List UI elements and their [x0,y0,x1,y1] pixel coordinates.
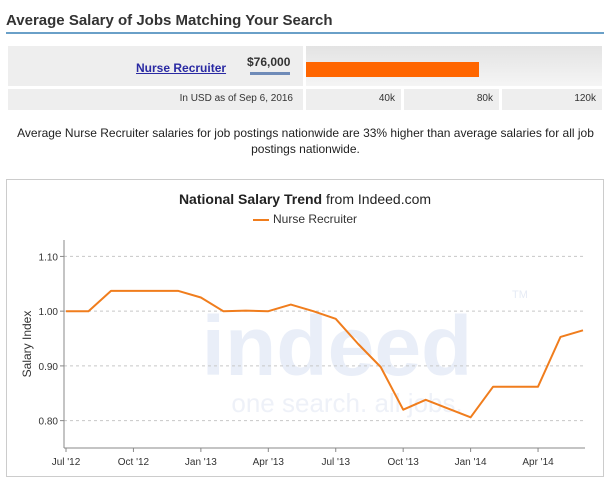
salary-bar-cell [306,46,602,86]
tick-label: 80k [476,93,493,104]
job-cell: Nurse Recruiter $76,000 [8,46,303,86]
y-tick-label: 1.00 [39,307,59,318]
salary-value: $76,000 [247,55,291,69]
y-tick-label: 0.80 [39,417,59,428]
y-tick-label: 1.10 [39,252,59,263]
x-tick-label: Apr '13 [253,457,285,468]
x-tick-label: Oct '13 [387,457,419,468]
tick-label: 40k [378,93,395,104]
chart-title: National Salary Trend from Indeed.com [7,191,603,207]
chart-legend[interactable]: Nurse Recruiter [7,212,603,226]
as-of-text: In USD as of Sep 6, 2016 [179,93,293,104]
x-tick-label: Jan '13 [185,457,217,468]
x-tick-label: Jul '12 [52,457,81,468]
chart-title-bold: National Salary Trend [178,191,323,207]
salary-trend-chart: National Salary Trend from Indeed.com Nu… [6,179,604,477]
y-axis-label: Salary Index [20,311,34,378]
job-title-link[interactable]: Nurse Recruiter [136,61,227,75]
section-header: Average Salary of Jobs Matching Your Sea… [6,10,604,34]
x-tick-label: Apr '14 [522,457,554,468]
chart-title-rest: from Indeed.com [322,191,432,207]
salary-bar-panel: Nurse Recruiter $76,000 In USD as of Sep… [6,44,604,112]
series-line-nurse-recruiter [66,289,584,419]
x-tick-label: Jan '14 [455,457,487,468]
tick-cell-80k: 80k [404,89,499,110]
section-title: Average Salary of Jobs Matching Your Sea… [6,12,333,29]
salary-bar-fill [306,62,479,77]
as-of-cell: In USD as of Sep 6, 2016 [8,89,303,110]
watermark-tm: TM [512,289,528,301]
tick-cell-40k: 40k [306,89,401,110]
legend-label: Nurse Recruiter [272,212,358,226]
x-tick-label: Jul '13 [321,457,350,468]
x-tick-label: Oct '12 [118,457,150,468]
watermark-tagline: one search. all jobs. [231,388,462,418]
watermark-brand: indeed [202,299,473,393]
salary-underline [250,72,290,75]
salary-summary: Average Nurse Recruiter salaries for job… [17,126,594,156]
tick-cell-120k: 120k [502,89,602,110]
y-tick-label: 0.90 [39,362,59,373]
legend-swatch [252,218,269,221]
tick-label: 120k [574,93,596,104]
